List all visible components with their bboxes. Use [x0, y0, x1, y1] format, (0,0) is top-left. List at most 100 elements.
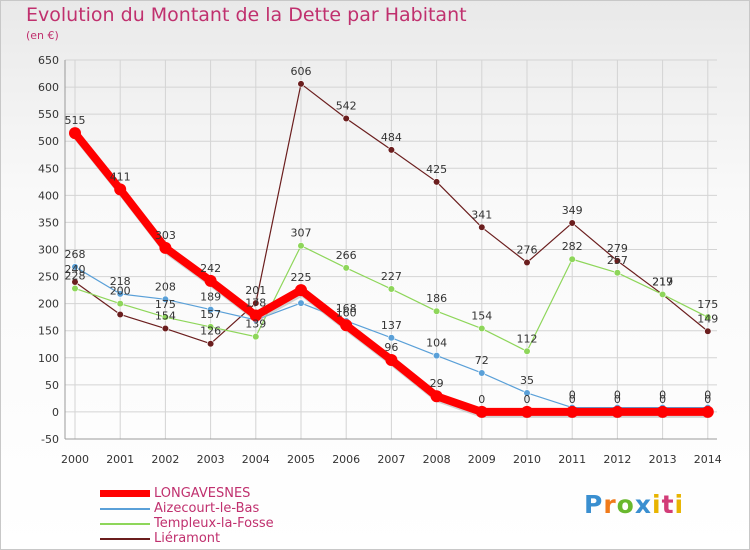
data-label: 72	[475, 354, 489, 367]
data-point	[297, 299, 305, 307]
data-point	[71, 284, 79, 293]
data-label: 168	[336, 302, 357, 315]
x-tick-label: 2005	[287, 453, 315, 466]
data-label: 257	[607, 254, 628, 267]
data-point	[433, 178, 441, 186]
data-label: 157	[200, 308, 221, 321]
data-point	[387, 146, 396, 154]
data-point	[478, 223, 486, 231]
x-tick-label: 2004	[242, 453, 270, 466]
data-label: 282	[562, 240, 583, 253]
data-label: 349	[562, 204, 583, 217]
data-label: 242	[200, 262, 221, 275]
x-tick-label: 2014	[694, 453, 722, 466]
data-label: 240	[65, 263, 86, 276]
data-label: 29	[430, 377, 444, 390]
data-point	[159, 241, 172, 254]
data-label: 307	[291, 227, 312, 240]
legend-label: LONGAVESNES	[154, 486, 251, 501]
data-label: 227	[381, 270, 402, 283]
data-label: 201	[245, 284, 266, 297]
data-point	[475, 405, 488, 418]
data-point	[340, 319, 353, 332]
x-tick-label: 2008	[423, 453, 451, 466]
legend-swatch	[100, 537, 150, 540]
data-label: 154	[471, 310, 492, 323]
series-lines	[69, 80, 714, 418]
data-point	[252, 299, 260, 307]
x-tick-label: 2003	[197, 453, 225, 466]
data-point	[114, 183, 127, 196]
data-point	[613, 257, 622, 265]
data-point	[478, 369, 486, 377]
chart-title: Evolution du Montant de la Dette par Hab…	[26, 4, 467, 26]
data-point	[521, 405, 533, 418]
x-tick-label: 2006	[332, 453, 360, 466]
data-label: 189	[200, 291, 221, 304]
x-tick-label: 2000	[61, 453, 89, 466]
axes: -500501001502002503003504004505005506006…	[38, 54, 722, 466]
data-label: 228	[65, 269, 86, 282]
legend-label: Aizecourt-le-Bas	[154, 501, 260, 516]
data-label: 149	[697, 312, 718, 325]
data-point	[568, 219, 576, 227]
data-point	[116, 300, 124, 308]
data-label: 218	[110, 275, 131, 288]
x-tick-label: 2013	[649, 453, 677, 466]
y-tick-label: 300	[38, 244, 59, 257]
data-label: 126	[200, 325, 221, 338]
data-point	[430, 390, 443, 403]
data-label: 217	[652, 275, 673, 288]
data-label: 96	[384, 341, 398, 354]
data-label: 0	[704, 389, 711, 402]
data-point	[161, 295, 169, 303]
data-label: 200	[110, 285, 131, 298]
data-label: 0	[614, 393, 621, 406]
data-point	[252, 333, 260, 341]
data-point	[656, 405, 669, 418]
data-point	[433, 307, 441, 315]
data-point	[658, 290, 667, 299]
data-label: 0	[478, 393, 485, 406]
data-label: 175	[155, 298, 176, 311]
data-point	[161, 324, 169, 333]
data-point	[342, 114, 350, 123]
legend-label: Templeux-la-Fosse	[154, 516, 274, 531]
data-point	[342, 264, 350, 272]
data-label: 0	[569, 393, 576, 406]
data-label: 154	[155, 310, 176, 323]
data-point	[295, 284, 307, 297]
data-label: 341	[471, 208, 492, 221]
legend-item: Templeux-la-Fosse	[100, 516, 274, 531]
data-point	[249, 309, 262, 322]
data-label: 268	[65, 248, 86, 261]
data-label: 178	[245, 297, 266, 310]
data-point	[204, 274, 217, 287]
y-tick-label: 50	[45, 379, 59, 392]
data-point	[116, 310, 124, 319]
data-label: 0	[659, 389, 666, 402]
data-point	[478, 324, 486, 333]
data-point	[523, 347, 531, 355]
legend-label: Liéramont	[154, 531, 221, 546]
data-point	[613, 269, 622, 277]
legend-swatch	[100, 507, 150, 510]
legend-item: Aizecourt-le-Bas	[100, 501, 274, 516]
data-label: 542	[336, 99, 357, 112]
y-tick-label: 100	[38, 352, 59, 365]
data-point	[387, 334, 396, 342]
y-tick-label: 200	[38, 298, 59, 311]
y-tick-label: 550	[38, 108, 59, 121]
data-label: 0	[659, 393, 666, 406]
data-label: 0	[569, 389, 576, 402]
chart-subtitle: (en €)	[26, 29, 59, 42]
data-point	[568, 255, 576, 263]
data-label: 303	[155, 229, 176, 242]
data-point	[611, 405, 624, 418]
x-tick-label: 2012	[603, 453, 631, 466]
data-point	[297, 80, 305, 88]
data-point	[704, 327, 712, 335]
data-label: 266	[336, 249, 357, 262]
